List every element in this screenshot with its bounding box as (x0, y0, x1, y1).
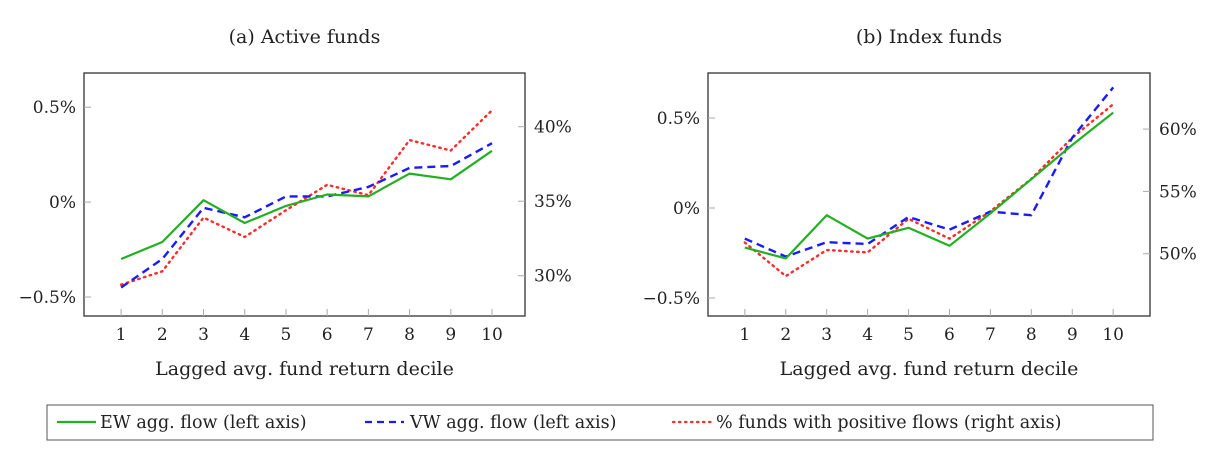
legend-entry-positive: % funds with positive flows (right axis) (671, 413, 1061, 433)
x-tick-label: 7 (363, 325, 374, 345)
y-right-tick-label: 55% (1159, 182, 1197, 202)
x-tick-label: 2 (157, 325, 168, 345)
y-right-tick-label: 60% (1159, 120, 1197, 140)
legend-label: VW agg. flow (left axis) (409, 413, 616, 433)
chart-title: (a) Active funds (229, 26, 381, 48)
series-line-vw-flow (744, 86, 1115, 258)
x-tick-label: 9 (445, 325, 456, 345)
plot-frame (707, 72, 1151, 317)
x-tick-label: 6 (944, 325, 955, 345)
y-right-tick-label: 30% (534, 267, 572, 287)
x-tick-label: 1 (116, 325, 127, 345)
x-axis-label: Lagged avg. fund return decile (155, 358, 454, 380)
x-tick-label: 4 (862, 325, 873, 345)
x-tick-label: 2 (780, 325, 791, 345)
legend-label: EW agg. flow (left axis) (100, 413, 307, 433)
legend-entry-ew: EW agg. flow (left axis) (57, 413, 307, 433)
series-line-ew-flow (120, 149, 493, 261)
x-tick-label: 3 (821, 325, 832, 345)
x-tick-label: 3 (198, 325, 209, 345)
x-tick-label: 5 (903, 325, 914, 345)
x-tick-label: 7 (985, 325, 996, 345)
legend-entry-vw: VW agg. flow (left axis) (365, 413, 616, 433)
x-axis-label: Lagged avg. fund return decile (780, 358, 1079, 380)
y-left-tick-label: −0.5% (19, 288, 76, 308)
y-left-tick-label: 0% (673, 199, 700, 219)
x-tick-label: 1 (739, 325, 750, 345)
legend: EW agg. flow (left axis) VW agg. flow (l… (46, 404, 1154, 441)
y-left-tick-label: 0.5% (657, 109, 700, 129)
y-right-tick-label: 40% (534, 118, 572, 138)
legend-box (46, 404, 1154, 441)
chart-title: (b) Index funds (856, 26, 1002, 48)
x-tick-label: 8 (404, 325, 415, 345)
y-left-tick-label: 0.5% (33, 98, 76, 118)
x-tick-label: 10 (1102, 325, 1124, 345)
y-left-tick-label: −0.5% (643, 289, 700, 309)
plot-frame (83, 72, 526, 317)
x-tick-label: 8 (1026, 325, 1037, 345)
panel-index-funds: (b) Index funds 1 2 3 4 5 6 7 8 9 10 −0.5% 0% 0.5% 50… (643, 26, 1197, 380)
legend-label: % funds with positive flows (right axis) (716, 413, 1061, 433)
series-line-ew-flow (744, 111, 1114, 260)
x-tick-label: 5 (281, 325, 292, 345)
panel-active-funds: (a) Active funds 1 2 3 4 5 6 7 8 9 10 −0.5% 0% 0.5% 3… (19, 26, 572, 380)
y-left-tick-label: 0% (49, 193, 76, 213)
x-tick-label: 9 (1067, 325, 1078, 345)
y-right-tick-label: 50% (1159, 245, 1197, 265)
x-tick-label: 10 (481, 325, 503, 345)
series-line-vw-flow (120, 142, 493, 289)
series-line-pct-positive (743, 102, 1115, 278)
x-tick-label: 6 (322, 325, 333, 345)
y-right-tick-label: 35% (534, 192, 572, 212)
x-tick-label: 4 (239, 325, 250, 345)
